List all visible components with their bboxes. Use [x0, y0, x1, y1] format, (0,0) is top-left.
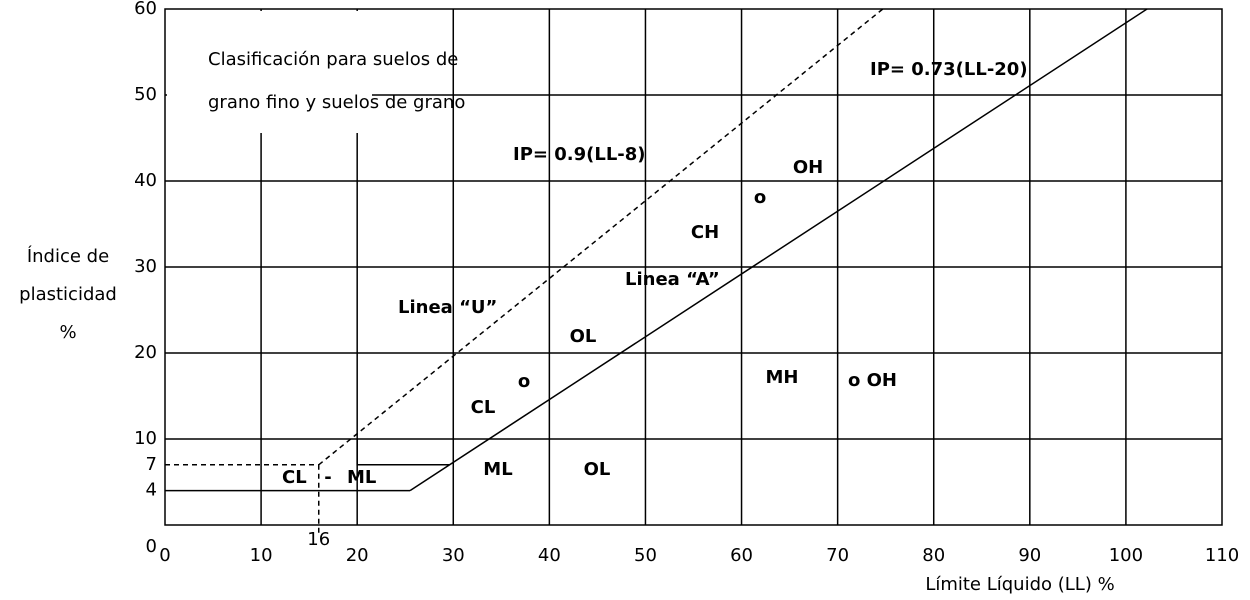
y-tick-label: 40	[134, 170, 157, 191]
x-tick-label: 40	[538, 545, 561, 566]
annotation: OL	[584, 459, 611, 480]
y-tick-label: 10	[134, 428, 157, 449]
note-box	[167, 11, 372, 133]
annotation: OH	[793, 157, 823, 178]
x-tick-label: 110	[1205, 545, 1239, 566]
y-axis-label: Índice de	[27, 245, 109, 267]
annotation: IP= 0.73(LL-20)	[870, 59, 1028, 80]
annotation: -	[324, 467, 331, 488]
annotation: CH	[691, 222, 719, 243]
plot-frame	[164, 8, 1223, 526]
y-tick-label: 0	[146, 536, 157, 557]
y-tick-label: 60	[134, 0, 157, 19]
x-tick-label: 90	[1018, 545, 1041, 566]
x-tick-label: 80	[922, 545, 945, 566]
x-tick-label: 20	[346, 545, 369, 566]
x-axis-label: Límite Líquido (LL) %	[925, 574, 1114, 595]
annotation: o	[518, 371, 530, 392]
line	[318, 8, 884, 466]
x-tick-label: 50	[634, 545, 657, 566]
annotation: o	[754, 187, 766, 208]
x-tick-label: 100	[1109, 545, 1143, 566]
annotation: ML	[483, 459, 512, 480]
note-text: grano fino y suelos de grano	[208, 92, 465, 113]
x-tick-label: 60	[730, 545, 753, 566]
annotation: OL	[570, 326, 597, 347]
y-tick-label: 30	[134, 256, 157, 277]
x-tick-label: 30	[442, 545, 465, 566]
line	[356, 439, 450, 466]
line	[409, 8, 1148, 492]
y-tick-label: 20	[134, 342, 157, 363]
annotation: ML	[347, 467, 376, 488]
note-text: Clasificación para suelos de	[208, 49, 458, 70]
annotation: o OH	[848, 370, 897, 391]
annotation: CL	[282, 467, 307, 488]
y-axis-label: %	[59, 322, 76, 343]
x-tick-label: 0	[159, 545, 170, 566]
y-tick-label: 4	[146, 480, 157, 501]
x-tick-label: 16	[307, 529, 330, 550]
annotation: Linea “A”	[625, 269, 720, 290]
x-tick-label: 70	[826, 545, 849, 566]
annotation: CL	[471, 397, 496, 418]
annotation: Linea “U”	[398, 297, 497, 318]
y-tick-label: 7	[146, 454, 157, 475]
y-tick-label: 50	[134, 84, 157, 105]
annotation: IP= 0.9(LL-8)	[513, 144, 646, 165]
y-axis-label: plasticidad	[19, 284, 117, 305]
x-tick-label: 10	[250, 545, 273, 566]
annotation: MH	[766, 367, 799, 388]
